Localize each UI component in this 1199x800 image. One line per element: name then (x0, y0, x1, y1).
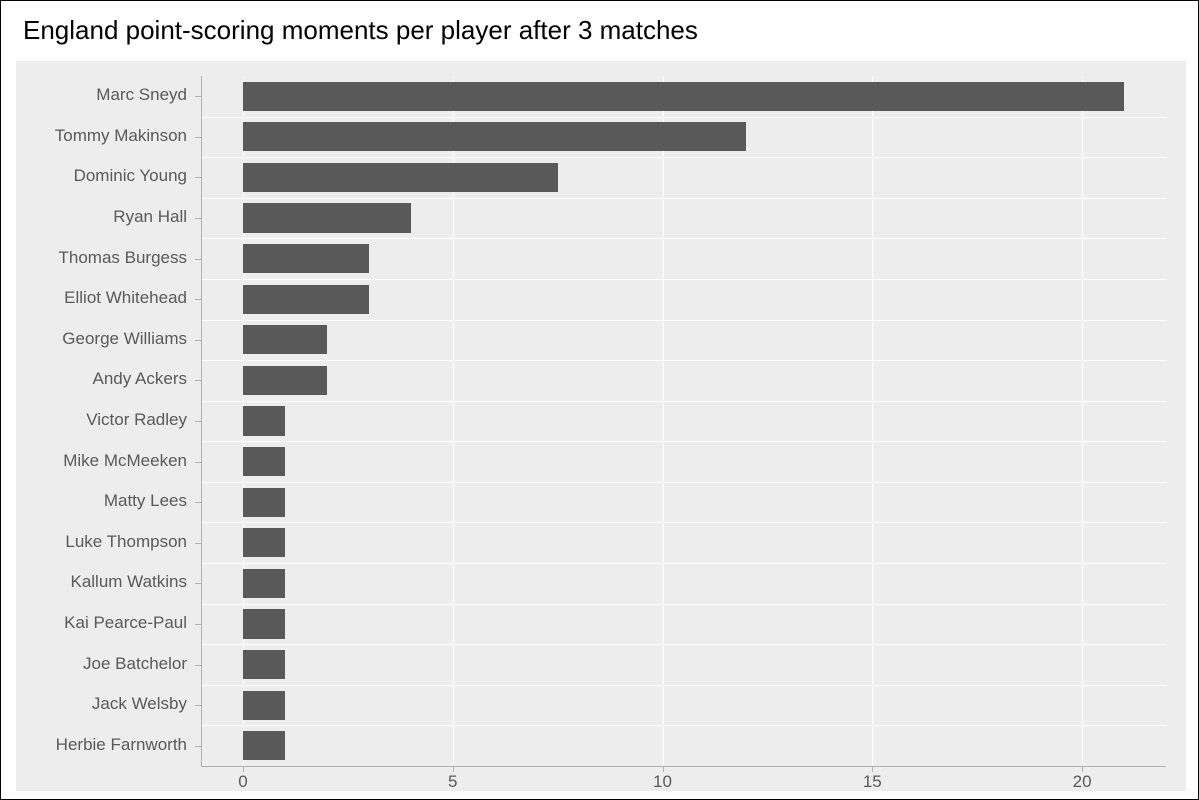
bar (243, 366, 327, 395)
gridline-vertical (663, 76, 664, 766)
gridline-horizontal (201, 401, 1166, 402)
y-axis-label: Ryan Hall (113, 207, 187, 227)
chart-container: England point-scoring moments per player… (0, 0, 1199, 800)
gridline-horizontal (201, 685, 1166, 686)
bar (243, 122, 746, 151)
bar (243, 406, 285, 435)
bar (243, 691, 285, 720)
y-axis-label: Herbie Farnworth (56, 735, 187, 755)
gridline-vertical (1082, 76, 1083, 766)
y-axis-label: Victor Radley (86, 410, 187, 430)
y-axis-label: Matty Lees (104, 491, 187, 511)
gridline-horizontal (201, 279, 1166, 280)
bar (243, 447, 285, 476)
gridline-horizontal (201, 522, 1166, 523)
y-axis-label: Jack Welsby (92, 694, 187, 714)
gridline-horizontal (201, 198, 1166, 199)
gridline-horizontal (201, 441, 1166, 442)
bar (243, 325, 327, 354)
gridline-horizontal (201, 604, 1166, 605)
bar (243, 82, 1124, 111)
gridline-horizontal (201, 360, 1166, 361)
y-axis-label: George Williams (62, 329, 187, 349)
y-axis-label: Mike McMeeken (63, 451, 187, 471)
bar (243, 731, 285, 760)
x-axis-label: 20 (1073, 772, 1092, 792)
bar (243, 488, 285, 517)
gridline-horizontal (201, 238, 1166, 239)
gridline-horizontal (201, 644, 1166, 645)
bar (243, 203, 411, 232)
x-axis-label: 0 (238, 772, 247, 792)
y-axis-label: Elliot Whitehead (64, 288, 187, 308)
bar (243, 650, 285, 679)
y-axis-label: Marc Sneyd (96, 85, 187, 105)
gridline-horizontal (201, 157, 1166, 158)
y-axis-label: Luke Thompson (65, 532, 187, 552)
bar (243, 244, 369, 273)
chart-title: England point-scoring moments per player… (1, 1, 1198, 46)
bar (243, 285, 369, 314)
x-axis-label: 15 (863, 772, 882, 792)
x-axis-label: 5 (448, 772, 457, 792)
y-axis-label: Thomas Burgess (59, 248, 188, 268)
bar (243, 528, 285, 557)
x-axis-label: 10 (653, 772, 672, 792)
y-axis-label: Tommy Makinson (55, 126, 187, 146)
plot-area (201, 76, 1166, 766)
gridline-vertical (872, 76, 873, 766)
y-axis-line (201, 76, 202, 766)
x-axis-line (201, 766, 1166, 767)
gridline-horizontal (201, 117, 1166, 118)
bar (243, 609, 285, 638)
bar (243, 569, 285, 598)
bar (243, 163, 558, 192)
y-axis-label: Joe Batchelor (83, 654, 187, 674)
y-axis-label: Kallum Watkins (70, 572, 187, 592)
gridline-horizontal (201, 482, 1166, 483)
y-axis-label: Dominic Young (74, 166, 187, 186)
gridline-horizontal (201, 320, 1166, 321)
gridline-horizontal (201, 725, 1166, 726)
gridline-horizontal (201, 563, 1166, 564)
y-axis-label: Andy Ackers (93, 369, 188, 389)
y-axis-label: Kai Pearce-Paul (64, 613, 187, 633)
